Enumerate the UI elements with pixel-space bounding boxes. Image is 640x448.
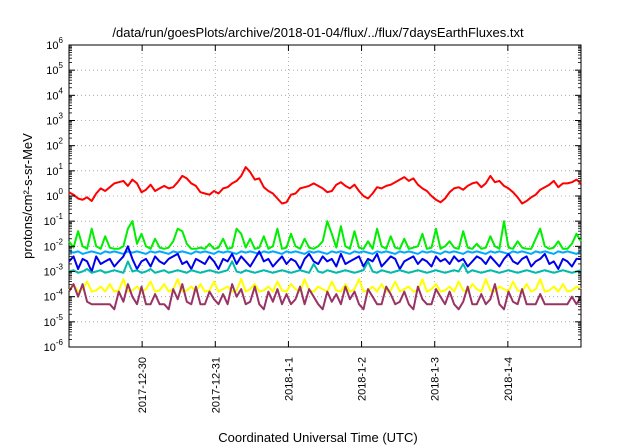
y-axis-label: protons/cm²-s-sr-MeV bbox=[20, 133, 35, 259]
y-tick-label: 105 bbox=[46, 61, 63, 77]
x-tick-label: 2018-1-3 bbox=[430, 357, 442, 401]
x-axis-ticks: 2017-12-30 2017-12-31 2018-1-1 2018-1-2 2018… bbox=[137, 45, 515, 413]
y-axis-ticks: 10-6 10-5 10-4 10-3 10-2 10-1 100 101 102 103 104 1… bbox=[44, 36, 581, 354]
y-tick-label: 10-6 bbox=[44, 338, 64, 354]
y-tick-label: 103 bbox=[46, 112, 63, 128]
x-tick-label: 2017-12-30 bbox=[137, 357, 149, 413]
series-group bbox=[68, 166, 582, 311]
y-tick-label: 100 bbox=[46, 187, 63, 203]
x-axis-label: Coordinated Universal Time (UTC) bbox=[218, 430, 417, 445]
chart-title: /data/run/goesPlots/archive/2018-01-04/f… bbox=[112, 25, 524, 40]
series-line-1 bbox=[68, 166, 582, 205]
y-tick-label: 101 bbox=[46, 162, 63, 178]
series-line-5 bbox=[68, 260, 582, 274]
y-tick-label: 10-5 bbox=[44, 313, 64, 329]
series-line-7 bbox=[68, 283, 582, 311]
y-tick-label: 10-1 bbox=[44, 212, 64, 228]
y-tick-label: 102 bbox=[46, 137, 63, 153]
series-line-3 bbox=[68, 250, 582, 255]
x-tick-label: 2018-1-4 bbox=[503, 357, 515, 401]
y-tick-label: 10-4 bbox=[44, 288, 64, 304]
x-tick-label: 2018-1-1 bbox=[283, 357, 295, 401]
x-tick-label: 2017-12-31 bbox=[210, 357, 222, 413]
x-tick-label: 2018-1-2 bbox=[357, 357, 369, 401]
y-tick-label: 106 bbox=[46, 36, 63, 52]
y-tick-label: 10-3 bbox=[44, 263, 64, 279]
series-line-4 bbox=[68, 245, 581, 273]
series-line-2 bbox=[68, 220, 582, 250]
series-line-6 bbox=[68, 278, 582, 293]
y-tick-label: 10-2 bbox=[44, 237, 64, 253]
y-tick-label: 104 bbox=[46, 86, 63, 102]
